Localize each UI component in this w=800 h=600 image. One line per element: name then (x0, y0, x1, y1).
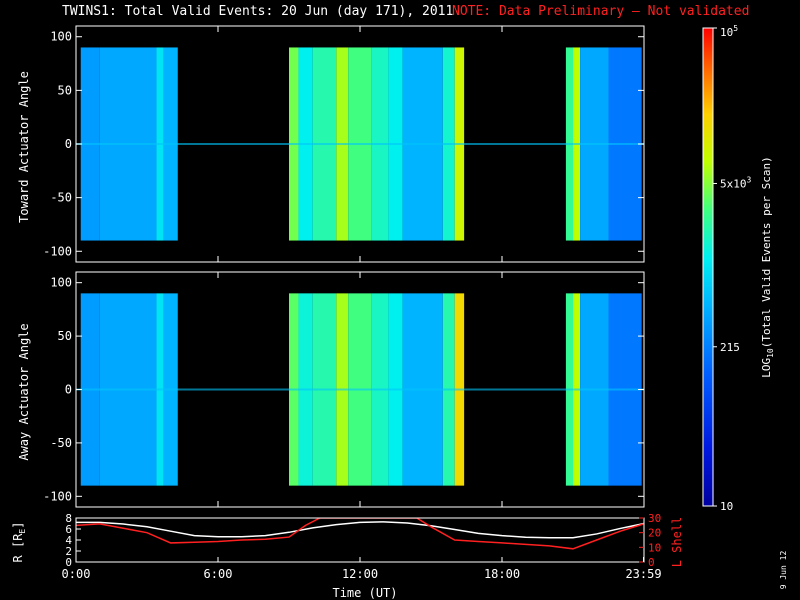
orbit-right-ytick-label: 30 (648, 512, 661, 525)
away-ylabel: Away Actuator Angle (17, 323, 31, 460)
colorbar-tick-label: 105 (720, 24, 738, 39)
toward-ytick-label: 100 (50, 30, 72, 44)
orbit-right-ytick-label: 20 (648, 527, 661, 540)
lshell-series-line (76, 518, 644, 550)
toward-ytick-label: -50 (50, 191, 72, 205)
orbit-frame (75, 517, 645, 563)
footer-date: 9 Jun 12 (779, 551, 788, 590)
away-ytick-label: 0 (65, 383, 72, 397)
orbit-left-ylabel: R [RE] (11, 522, 27, 563)
colorbar-tick-label: 10 (720, 500, 733, 513)
away-ytick-label: -100 (43, 489, 72, 503)
orbit-right-ytick-label: 10 (648, 541, 661, 554)
away-ytick-label: 50 (58, 329, 72, 343)
x-tick-label: 12:00 (342, 567, 378, 581)
away-ytick-label: 100 (50, 276, 72, 290)
orbit-right-ylabel: L Shell (670, 517, 684, 568)
x-tick-label: 0:00 (62, 567, 91, 581)
orbit-left-ytick-label: 2 (65, 545, 72, 558)
x-axis-label: Time (UT) (332, 586, 397, 600)
plot-title: TWINS1: Total Valid Events: 20 Jun (day … (62, 4, 454, 19)
r-series-line (76, 521, 644, 539)
toward-ytick-label: 50 (58, 83, 72, 97)
orbit-left-ytick-label: 0 (65, 556, 72, 569)
colorbar-tick-label: 5x103 (720, 175, 752, 190)
colorbar-tick-label: 215 (720, 341, 740, 354)
orbit-left-ytick-label: 6 (65, 523, 72, 536)
toward-ytick-label: -100 (43, 244, 72, 258)
away-panel: 100 50 0 -50 -100 (43, 271, 645, 508)
orbit-right-ytick-label: 0 (648, 556, 655, 569)
preliminary-note: NOTE: Data Preliminary – Not validated (452, 4, 750, 19)
colorbar-gradient (702, 27, 714, 507)
colorbar-label: LOG10(Total Valid Events per Scan) (760, 156, 775, 378)
x-tick-label: 23:59 (625, 567, 661, 581)
orbit-left-ytick-label: 4 (65, 534, 72, 547)
away-ytick-label: -50 (50, 436, 72, 450)
toward-ytick-label: 0 (65, 137, 72, 151)
x-tick-label: 6:00 (204, 567, 233, 581)
toward-panel: 100 50 0 -50 -100 (43, 25, 645, 263)
colorbar: 105 5x103 215 10 (702, 24, 752, 513)
toward-ylabel: Toward Actuator Angle (17, 71, 31, 223)
orbit-left-ytick-label: 8 (65, 512, 72, 525)
x-tick-label: 18:00 (484, 567, 520, 581)
